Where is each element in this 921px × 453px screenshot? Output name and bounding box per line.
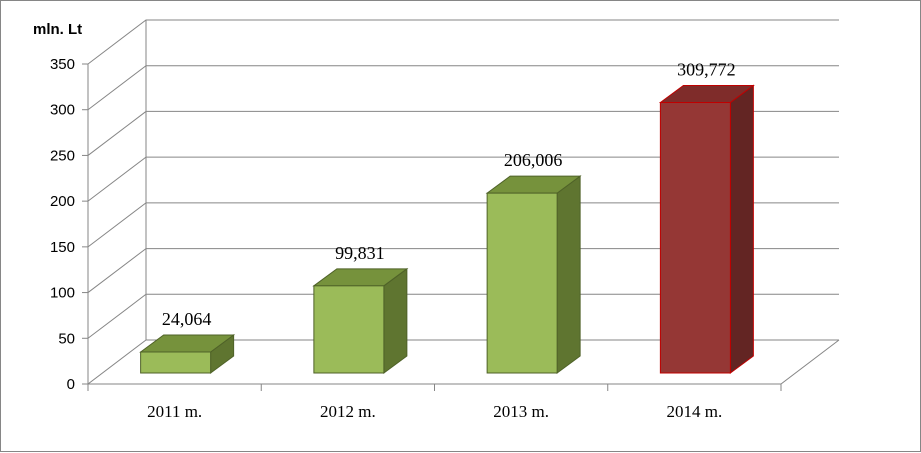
axes bbox=[82, 63, 840, 391]
bar-front-face bbox=[659, 102, 731, 374]
gridline bbox=[87, 248, 839, 293]
y-tick-label: 250 bbox=[50, 147, 75, 164]
y-tick-label: 350 bbox=[50, 56, 75, 73]
data-label: 309,772 bbox=[677, 60, 736, 80]
y-tick-label: 300 bbox=[50, 102, 75, 119]
bar-2 bbox=[312, 267, 409, 374]
data-label: 24,064 bbox=[162, 309, 212, 329]
labels: 0 50 100 150 200 250 300 350 24,064 2011 m. 99,831… bbox=[50, 56, 736, 421]
bar-side-face bbox=[556, 175, 581, 374]
data-label: 99,831 bbox=[335, 243, 385, 263]
bar-side-face bbox=[383, 267, 408, 374]
gridline bbox=[87, 339, 839, 385]
bar-front-face bbox=[486, 192, 558, 374]
gridline bbox=[87, 110, 839, 156]
y-tick-label: 150 bbox=[50, 239, 75, 256]
y-axis-unit-label: mln. Lt bbox=[33, 21, 82, 38]
x-category-label: 2013 m. bbox=[493, 402, 549, 421]
bar-front-face bbox=[313, 285, 385, 374]
bar-1 bbox=[139, 333, 236, 374]
x-category-label: 2012 m. bbox=[320, 402, 376, 421]
gridline bbox=[87, 293, 839, 339]
bar-3 bbox=[485, 175, 582, 374]
gridline bbox=[87, 19, 839, 65]
data-label: 206,006 bbox=[504, 150, 563, 170]
y-tick-label: 0 bbox=[67, 376, 75, 393]
y-tick-label: 100 bbox=[50, 285, 75, 302]
x-category-label: 2014 m. bbox=[667, 402, 723, 421]
x-category-label: 2011 m. bbox=[147, 402, 202, 421]
bars bbox=[139, 84, 755, 374]
gridline bbox=[87, 156, 839, 202]
bar-front-face bbox=[140, 351, 212, 374]
bar-4 bbox=[658, 84, 755, 374]
gridline bbox=[87, 202, 839, 248]
gridline bbox=[87, 65, 839, 111]
y-tick-label: 200 bbox=[50, 193, 75, 210]
bar-side-face bbox=[729, 84, 754, 374]
y-tick-label: 50 bbox=[58, 330, 75, 347]
gridlines bbox=[87, 19, 839, 385]
